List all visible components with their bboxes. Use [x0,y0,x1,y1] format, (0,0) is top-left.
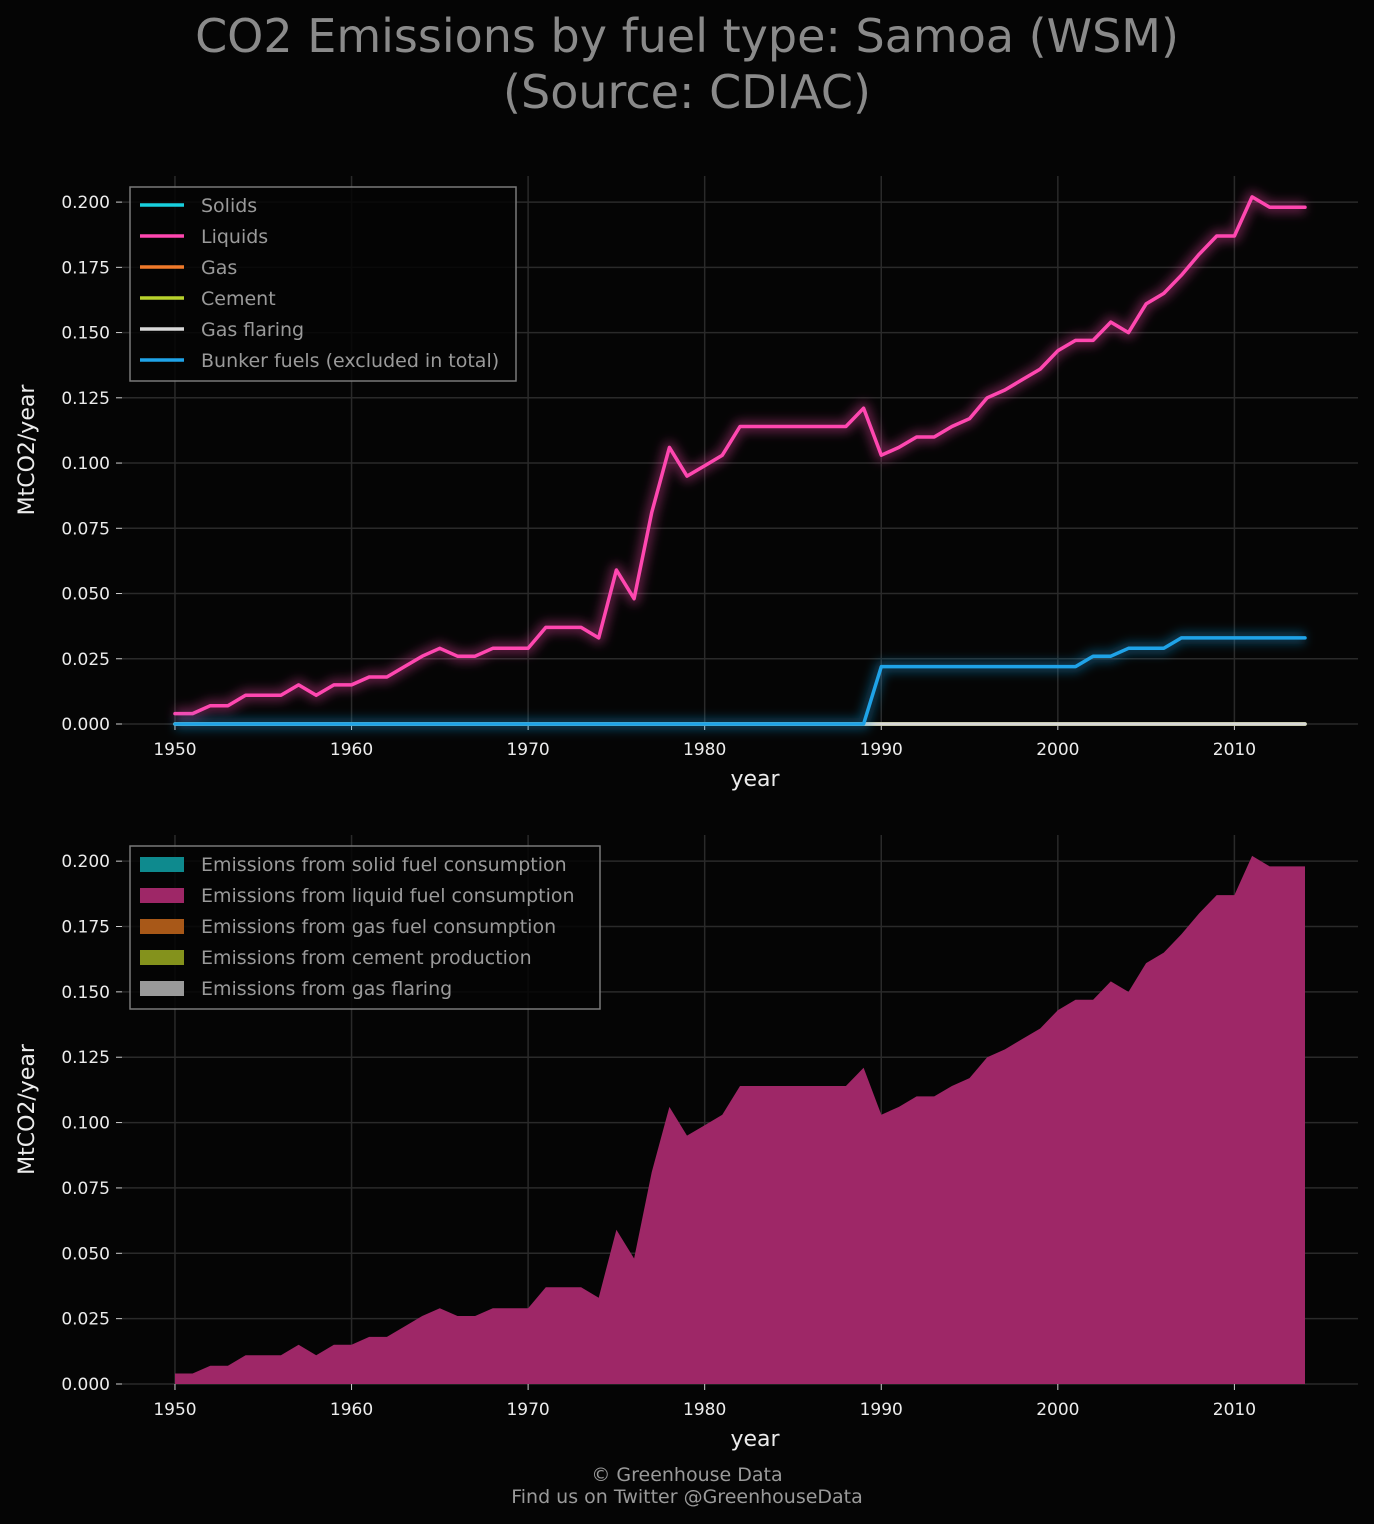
legend-label: Emissions from liquid fuel consumption [201,885,575,907]
area-ytick-label: 0.025 [61,1310,110,1330]
line-ytick-label: 0.025 [61,650,110,670]
line-ytick-label: 0.050 [61,585,110,605]
area-ytick-label: 0.050 [61,1244,110,1264]
series-area-emissions-from-liquid-fuel-consumption [175,855,1305,1384]
line-ytick-label: 0.125 [61,389,110,409]
area-ytick-label: 0.000 [61,1375,110,1395]
series-line-liquids [173,195,1307,716]
series-line-bunker-fuels-excluded-in-total [173,636,1307,726]
area-ytick-label: 0.100 [61,1114,110,1134]
line-legend-box [129,186,517,382]
line-xtick-label: 1950 [153,740,196,760]
footer: © Greenhouse Data Find us on Twitter @Gr… [0,1464,1374,1508]
area-xtick-label: 2000 [1036,1400,1079,1420]
area-legend-box [129,845,601,1010]
line-xtick-label: 1980 [683,740,726,760]
legend-swatch [140,919,184,934]
line-ytick-label: 0.100 [61,454,110,474]
legend-label: Gas [201,257,237,279]
line-xtick-label: 2000 [1036,740,1079,760]
legend-label: Emissions from cement production [201,947,532,969]
line-legend: Solids Liquids Gas Cement Gas flaring Bunker … [129,186,517,382]
area-legend: Emissions from solid fuel consumption Emi… [129,845,601,1010]
chart-title-line-2: (Source: CDIAC) [503,65,871,119]
footer-twitter: Find us on Twitter @GreenhouseData [511,1486,863,1508]
area-xtick-label: 1950 [153,1400,196,1420]
legend-label: Solids [201,195,257,217]
area-xtick-label: 1980 [683,1400,726,1420]
legend-label: Emissions from gas flaring [201,978,452,1000]
line-xaxis-label: year [730,767,780,792]
legend-label: Cement [201,288,276,310]
line-ytick-label: 0.150 [61,324,110,344]
legend-swatch [140,888,184,903]
legend-label: Emissions from gas fuel consumption [201,916,556,938]
chart-title-line-1: CO2 Emissions by fuel type: Samoa (WSM) [195,9,1179,63]
line-ytick-label: 0.000 [61,715,110,735]
legend-label: Gas flaring [201,319,304,341]
area-xtick-label: 1970 [506,1400,549,1420]
line-ytick-label: 0.075 [61,519,110,539]
area-xtick-label: 1960 [330,1400,373,1420]
footer-copyright: © Greenhouse Data [591,1464,783,1486]
area-ytick-label: 0.175 [61,918,110,938]
line-ytick-label: 0.200 [61,193,110,213]
chart-title: CO2 Emissions by fuel type: Samoa (WSM) … [0,8,1374,120]
area-ytick-label: 0.150 [61,983,110,1003]
area-series-group [175,855,1305,1384]
line-series-group [173,190,1307,730]
area-xaxis-label: year [730,1427,780,1452]
area-ytick-label: 0.075 [61,1179,110,1199]
line-xtick-label: 2010 [1213,740,1256,760]
line-chart-panel: 0.000 0.025 0.050 0.075 0.100 0.125 0.150 0.175… [15,176,1358,792]
legend-label: Liquids [201,226,268,248]
line-grid: 0.000 0.025 0.050 0.075 0.100 0.125 0.150 0.175… [61,176,1358,760]
area-ytick-label: 0.200 [61,852,110,872]
legend-swatch [140,857,184,872]
line-xtick-label: 1970 [506,740,549,760]
line-ytick-label: 0.175 [61,258,110,278]
area-xtick-label: 2010 [1213,1400,1256,1420]
area-chart-panel: 0.000 0.025 0.050 0.075 0.100 0.125 0.150 0.175… [15,835,1358,1452]
line-yaxis-label: MtCO2/year [15,384,40,516]
legend-swatch [140,981,184,996]
legend-label: Emissions from solid fuel consumption [201,854,567,876]
area-ytick-label: 0.125 [61,1048,110,1068]
line-xtick-label: 1960 [330,740,373,760]
area-xtick-label: 1990 [860,1400,903,1420]
legend-swatch [140,950,184,965]
legend-label: Bunker fuels (excluded in total) [201,350,499,372]
line-xtick-label: 1990 [860,740,903,760]
area-yaxis-label: MtCO2/year [15,1043,40,1175]
